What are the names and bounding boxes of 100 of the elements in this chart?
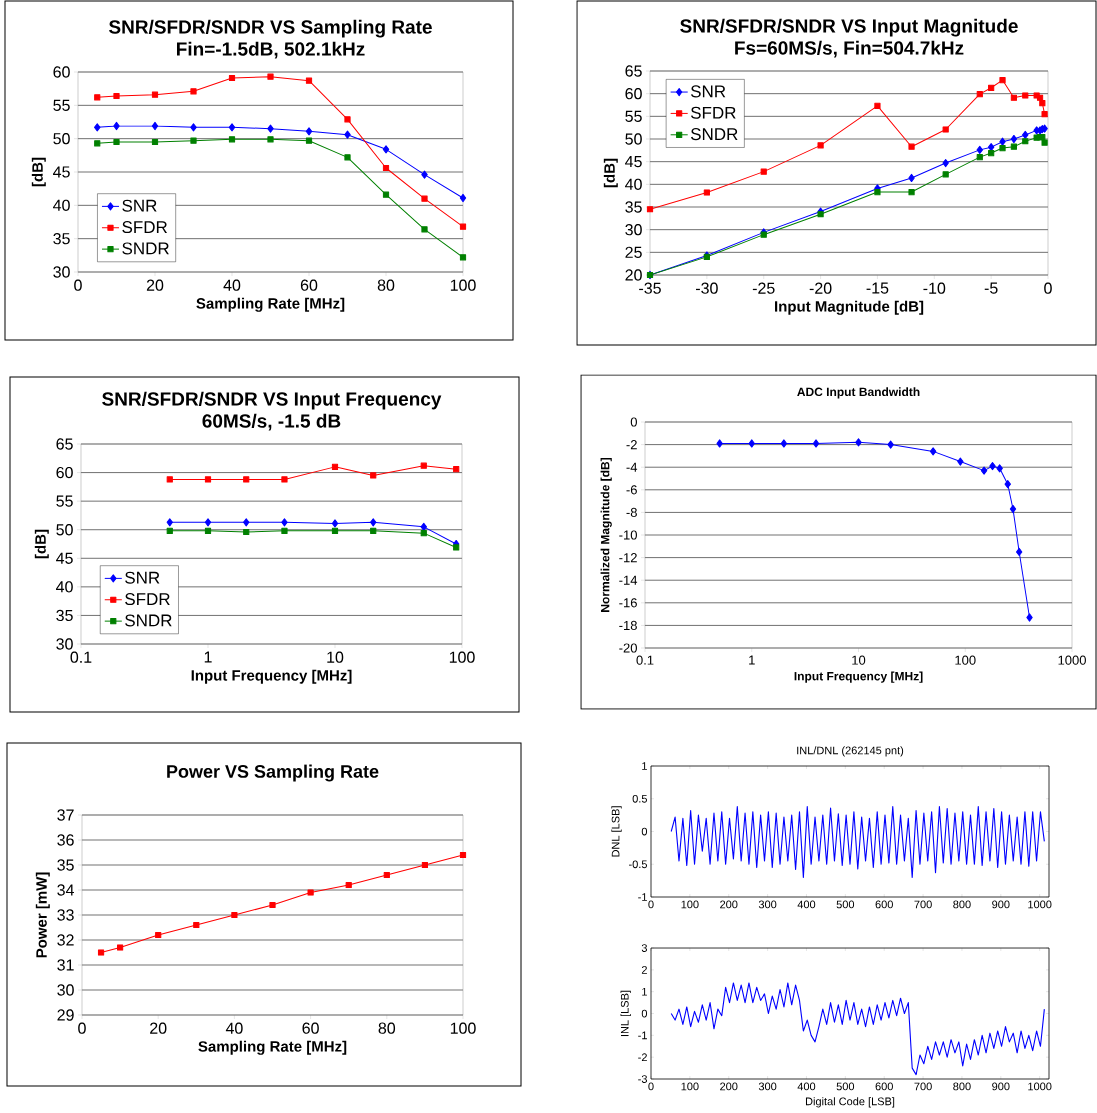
y-tick-label: 65 xyxy=(56,438,73,450)
y-tick-label: -2 xyxy=(626,440,637,450)
x-tick-label: 60 xyxy=(302,1022,319,1034)
chart-title: SNR/SFDR/SNDR VS Sampling Rate xyxy=(109,19,432,38)
x-tick-label: 100 xyxy=(681,1082,699,1091)
y-axis-title: Normalized Magnitude [dB] xyxy=(600,458,612,612)
x-tick-label: 1 xyxy=(204,651,212,663)
y-tick-label: -1 xyxy=(638,1031,647,1040)
y-tick-label: 29 xyxy=(57,1009,74,1021)
x-tick-label: 800 xyxy=(953,1082,971,1091)
x-tick-label: 200 xyxy=(720,1082,738,1091)
y-tick-label: 60 xyxy=(53,66,70,78)
chart-subtitle: Fin=-1.5dB, 502.1kHz xyxy=(177,41,365,59)
x-tick-label: -20 xyxy=(809,282,832,294)
legend-label: SNDR xyxy=(122,242,169,255)
x-tick-label: 10 xyxy=(327,651,344,663)
y-tick-label: -3 xyxy=(638,1075,647,1083)
x-tick-label: 40 xyxy=(225,1022,243,1034)
x-tick-label: 900 xyxy=(992,900,1010,909)
y-tick-label: 30 xyxy=(625,224,642,236)
y-tick-label: 60 xyxy=(625,88,642,100)
x-tick-label: 60 xyxy=(300,279,318,291)
x-tick-label: 100 xyxy=(449,651,475,663)
y-tick-label: 35 xyxy=(57,859,74,871)
x-tick-label: 600 xyxy=(875,1082,893,1091)
y-tick-label: 33 xyxy=(57,909,74,921)
y-tick-label: 37 xyxy=(57,809,74,821)
chart-title: SNR/SFDR/SNDR VS Input Frequency xyxy=(102,391,442,410)
y-tick-label: 55 xyxy=(56,495,73,507)
chart-title: INL/DNL (262145 pnt) xyxy=(797,746,904,757)
y-tick-label: 35 xyxy=(53,233,70,245)
x-tick-label: 0 xyxy=(648,1082,654,1091)
x-tick-label: 100 xyxy=(955,655,976,665)
x-axis-title: Input Magnitude [dB] xyxy=(775,300,924,315)
y-tick-label: 0.5 xyxy=(632,794,647,803)
y-tick-label: 45 xyxy=(56,552,73,564)
x-tick-label: 20 xyxy=(146,279,164,291)
y-tick-label: 2 xyxy=(641,966,647,974)
y-tick-label: 40 xyxy=(56,581,73,593)
x-tick-label: 1000 xyxy=(1028,1082,1052,1091)
y-tick-label: 55 xyxy=(53,99,70,111)
y-tick-label: 34 xyxy=(57,884,74,896)
y-axis-title: DNL [LSB] xyxy=(611,806,622,857)
x-tick-label: 0.1 xyxy=(70,651,92,663)
x-tick-label: 200 xyxy=(720,900,738,909)
x-tick-label: 100 xyxy=(681,900,699,909)
y-tick-label: -14 xyxy=(619,575,638,585)
x-tick-label: -15 xyxy=(866,282,889,294)
x-tick-label: -25 xyxy=(752,282,775,294)
x-tick-label: 10 xyxy=(852,655,866,665)
x-tick-label: 0 xyxy=(78,1022,86,1034)
y-tick-label: 30 xyxy=(56,638,73,650)
x-tick-label: 0.1 xyxy=(636,655,654,665)
y-tick-label: 31 xyxy=(57,959,74,971)
x-tick-label: 800 xyxy=(953,900,971,909)
x-tick-label: -35 xyxy=(639,282,661,294)
x-axis-title: Sampling Rate [MHz] xyxy=(196,297,345,312)
x-tick-label: 0 xyxy=(1044,282,1052,294)
x-tick-label: 300 xyxy=(758,1082,777,1091)
y-tick-label: 20 xyxy=(625,269,642,281)
x-tick-label: -5 xyxy=(984,282,998,294)
y-tick-label: -8 xyxy=(626,507,637,518)
y-axis-title: Power [mW] xyxy=(35,872,50,958)
x-tick-label: 80 xyxy=(378,1022,396,1034)
y-tick-label: -1 xyxy=(638,893,647,901)
y-tick-label: 50 xyxy=(625,133,642,145)
x-axis-title: Input Frequency [MHz] xyxy=(191,669,352,684)
x-axis-title: Input Frequency [MHz] xyxy=(794,671,923,683)
x-tick-label: 400 xyxy=(797,900,816,909)
y-tick-label: -6 xyxy=(626,485,637,495)
y-tick-label: 30 xyxy=(53,266,70,278)
chart-title: SNR/SFDR/SNDR VS Input Magnitude xyxy=(680,18,1018,37)
y-tick-label: 45 xyxy=(625,156,642,168)
y-tick-label: 55 xyxy=(625,110,642,122)
y-tick-label: 3 xyxy=(641,944,647,952)
legend-label: SNR xyxy=(125,571,160,584)
x-tick-label: 1 xyxy=(749,655,755,665)
x-tick-label: 1000 xyxy=(1028,900,1052,909)
y-tick-label: -18 xyxy=(619,620,637,631)
y-tick-label: 0 xyxy=(641,1009,648,1018)
x-tick-label: 500 xyxy=(836,1082,855,1091)
y-axis-title: INL [LSB] xyxy=(620,990,631,1037)
y-tick-label: 0 xyxy=(641,827,648,836)
y-tick-label: 1 xyxy=(642,762,647,770)
chart-title: ADC Input Bandwidth xyxy=(797,387,920,399)
y-tick-label: -4 xyxy=(626,462,638,472)
y-tick-label: 40 xyxy=(53,199,70,211)
x-axis-title: Sampling Rate [MHz] xyxy=(198,1040,347,1055)
y-tick-label: 60 xyxy=(56,466,73,479)
y-tick-label: -0.5 xyxy=(629,860,647,869)
y-tick-label: 50 xyxy=(53,133,70,145)
x-tick-label: 500 xyxy=(836,900,855,909)
chart-subtitle: 60MS/s, -1.5 dB xyxy=(202,413,341,431)
x-tick-label: 1000 xyxy=(1058,655,1086,665)
x-tick-label: 20 xyxy=(150,1022,167,1034)
legend-label: SNDR xyxy=(690,128,738,141)
y-tick-label: 35 xyxy=(625,201,642,213)
y-tick-label: -20 xyxy=(619,643,637,653)
y-tick-label: -10 xyxy=(619,530,637,540)
chart-title: Power VS Sampling Rate xyxy=(167,764,379,782)
